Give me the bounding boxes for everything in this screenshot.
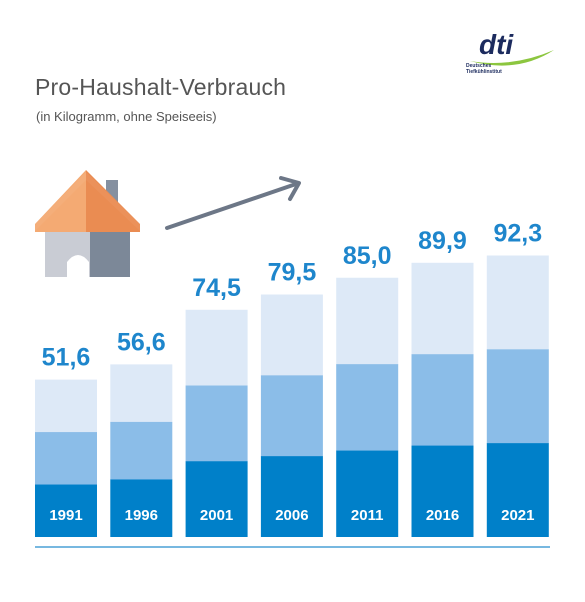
chart-subtitle: (in Kilogramm, ohne Speiseeis) (36, 109, 217, 124)
bar-segment-bottom (336, 450, 399, 537)
bar-segment-middle (110, 421, 173, 480)
chart-title: Pro-Haushalt-Verbrauch (35, 74, 287, 100)
value-label: 56,6 (117, 328, 166, 356)
bar-segment-bottom (35, 484, 97, 537)
bar-segment-middle (411, 354, 474, 447)
house-icon (35, 170, 140, 277)
logo-line2: Tiefkühlinstitut (466, 69, 502, 75)
dti-logo-icon: dti (470, 29, 554, 66)
bar-segment-bottom (185, 461, 248, 537)
bar-segment-middle (185, 385, 248, 462)
bar-segment-bottom (260, 456, 323, 537)
bar-segment-middle (35, 432, 97, 486)
logo-line1: Deutsches (466, 63, 492, 69)
bar-segment-top (185, 309, 248, 387)
logo-swoosh (470, 50, 554, 66)
trend-arrow-icon (165, 176, 301, 230)
category-label: 2001 (200, 507, 233, 524)
category-label: 2016 (426, 507, 459, 524)
category-label: 2011 (351, 507, 384, 524)
bar-segment-top (110, 364, 173, 423)
logo: dti Deutsches Tiefkühlinstitut (462, 29, 557, 80)
bar-segment-top (336, 277, 399, 365)
value-label: 85,0 (343, 242, 392, 270)
logo-mark: dti (479, 30, 514, 60)
bar-segment-bottom (411, 445, 474, 537)
category-label: 1996 (125, 507, 158, 524)
bar-segment-middle (336, 364, 399, 452)
bar-segment-bottom (486, 443, 549, 537)
category-label: 2006 (275, 507, 308, 524)
bar-segment-middle (486, 349, 549, 444)
bar-segment-middle (260, 375, 323, 457)
bar-segment-bottom (110, 479, 173, 537)
bar-segment-top (35, 379, 97, 433)
value-label: 51,6 (42, 344, 91, 372)
bar-segment-top (486, 255, 549, 350)
value-label: 92,3 (493, 219, 542, 247)
category-label: 1991 (49, 507, 82, 524)
category-label: 2021 (501, 507, 534, 524)
value-label: 74,5 (192, 274, 241, 302)
value-label: 89,9 (418, 227, 467, 255)
bar-segment-top (411, 262, 474, 355)
value-label: 79,5 (268, 259, 317, 287)
bar-segment-top (260, 294, 323, 376)
